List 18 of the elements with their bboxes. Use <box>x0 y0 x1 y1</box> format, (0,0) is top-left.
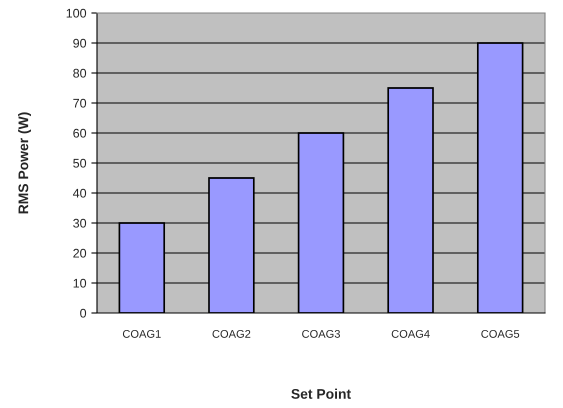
y-tick-label: 30 <box>73 218 86 228</box>
y-tick-label: 80 <box>73 68 86 78</box>
x-tick-label: COAG2 <box>212 330 250 338</box>
x-tick-label: COAG5 <box>481 330 520 338</box>
y-tick-label: 10 <box>74 278 86 288</box>
x-tick-label: COAG1 <box>122 330 161 338</box>
y-tick-label: 90 <box>73 38 86 48</box>
y-tick-label: 100 <box>66 8 86 18</box>
y-tick-label: 70 <box>73 98 86 108</box>
x-tick-label: COAG4 <box>392 330 430 338</box>
y-tick-label: 0 <box>80 308 86 318</box>
y-tick-label: 20 <box>73 248 86 258</box>
y-tick-label: 50 <box>73 158 86 168</box>
x-tick-label: COAG3 <box>302 330 340 338</box>
y-tick-label: 40 <box>72 188 86 198</box>
x-axis-title: Set Point <box>291 388 351 399</box>
y-axis-title: RMS Power (W) <box>18 112 32 214</box>
y-tick-label: 60 <box>73 128 86 138</box>
